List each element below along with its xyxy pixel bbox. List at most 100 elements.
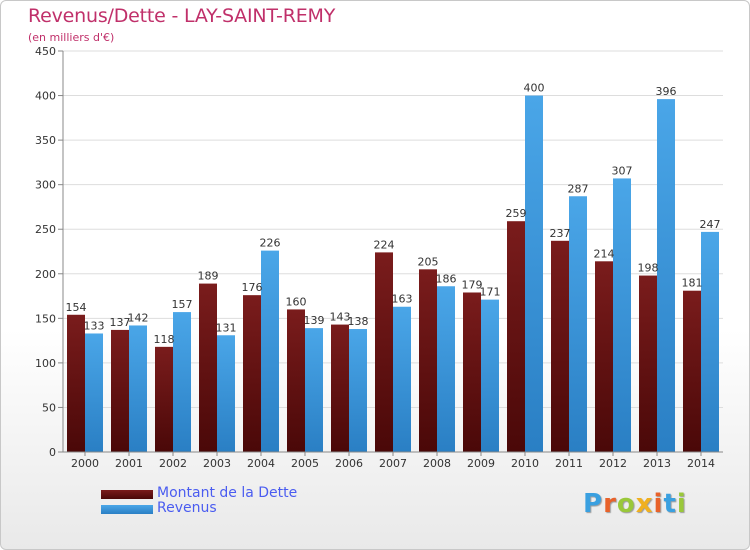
legend-label-dette: Montant de la Dette	[157, 485, 298, 501]
data-label-revenus: 287	[568, 182, 589, 195]
x-tick-label: 2013	[643, 457, 671, 470]
data-label-dette: 198	[638, 262, 659, 275]
bar-revenus	[613, 178, 631, 452]
y-tick-label: 400	[35, 90, 56, 103]
bar-revenus	[261, 250, 279, 452]
x-tick-label: 2002	[159, 457, 187, 470]
bar-revenus	[393, 306, 411, 452]
data-label-dette: 259	[506, 207, 527, 220]
proxiti-logo: Proxiti	[583, 489, 687, 519]
data-label-dette: 214	[594, 247, 615, 260]
y-tick-label: 100	[35, 357, 56, 370]
data-label-dette: 118	[154, 333, 175, 346]
data-label-revenus: 226	[260, 237, 281, 250]
data-label-dette: 176	[242, 281, 263, 294]
data-label-dette: 237	[550, 227, 571, 240]
data-label-dette: 154	[66, 301, 87, 314]
bar-revenus	[217, 335, 235, 452]
bar-dette	[331, 324, 349, 452]
chart-subtitle: (en milliers d'€)	[28, 31, 115, 44]
x-tick-label: 2014	[687, 457, 715, 470]
logo-letter: i	[653, 489, 664, 519]
data-label-revenus: 171	[480, 286, 501, 299]
bar-dette	[375, 252, 393, 452]
bar-revenus	[129, 325, 147, 452]
data-label-revenus: 142	[128, 311, 149, 324]
x-tick-label: 2009	[467, 457, 495, 470]
data-label-dette: 137	[110, 316, 131, 329]
x-tick-label: 2000	[71, 457, 99, 470]
y-tick-label: 350	[35, 134, 56, 147]
x-tick-label: 2006	[335, 457, 363, 470]
bar-dette	[155, 346, 173, 452]
logo-letter: r	[603, 489, 617, 519]
data-label-dette: 160	[286, 295, 307, 308]
data-label-revenus: 157	[172, 298, 193, 311]
x-tick-label: 2001	[115, 457, 143, 470]
x-tick-label: 2007	[379, 457, 407, 470]
bar-revenus	[305, 328, 323, 452]
bar-dette	[67, 314, 85, 452]
bar-revenus	[569, 196, 587, 452]
chart-title: Revenus/Dette - LAY-SAINT-REMY	[28, 5, 336, 27]
legend-swatch-revenus	[101, 505, 153, 514]
y-tick-label: 50	[42, 401, 56, 414]
bar-dette	[683, 290, 701, 452]
bar-dette	[463, 292, 481, 452]
data-label-revenus: 163	[392, 293, 413, 306]
logo-letter: o	[616, 489, 636, 519]
bar-dette	[243, 295, 261, 452]
data-label-dette: 181	[682, 277, 703, 290]
y-tick-label: 150	[35, 312, 56, 325]
x-tick-label: 2012	[599, 457, 627, 470]
axes: 0 50 100 150 200 250 300 350 400 450 2000 2001 2002 2…	[35, 45, 723, 470]
x-tick-label: 2005	[291, 457, 319, 470]
bar-dette	[507, 221, 525, 452]
x-tick-label: 2008	[423, 457, 451, 470]
logo-letter: i	[676, 489, 687, 519]
bar-revenus	[85, 333, 103, 452]
bar-revenus	[657, 99, 675, 453]
logo-letter: x	[635, 489, 654, 519]
legend-label-revenus: Revenus	[157, 500, 217, 516]
x-tick-label: 2003	[203, 457, 231, 470]
data-label-revenus: 138	[348, 315, 369, 328]
data-label-revenus: 186	[436, 272, 457, 285]
y-tick-label: 250	[35, 223, 56, 236]
data-label-dette: 189	[198, 270, 219, 283]
data-label-revenus: 133	[84, 319, 105, 332]
y-tick-label: 450	[35, 45, 56, 58]
bar-revenus	[349, 329, 367, 452]
data-label-dette: 205	[418, 255, 439, 268]
bar-dette	[595, 261, 613, 452]
bars	[67, 95, 719, 453]
bar-revenus	[481, 299, 499, 452]
data-label-revenus: 400	[524, 82, 545, 95]
bar-chart: 0 50 100 150 200 250 300 350 400 450 2000 2001 2002 2…	[35, 45, 723, 470]
bar-revenus	[701, 231, 719, 452]
x-tick-label: 2011	[555, 457, 583, 470]
x-tick-label: 2010	[511, 457, 539, 470]
bar-dette	[551, 240, 569, 452]
y-tick-label: 200	[35, 268, 56, 281]
legend-swatch-dette	[101, 490, 153, 499]
data-label-dette: 179	[462, 278, 483, 291]
logo-letter: t	[663, 489, 677, 519]
bar-dette	[199, 283, 217, 452]
y-tick-label: 300	[35, 179, 56, 192]
bar-dette	[639, 275, 657, 452]
y-tick-label: 0	[49, 446, 56, 459]
bar-dette	[419, 269, 437, 452]
data-label-dette: 143	[330, 311, 351, 324]
bar-dette	[111, 329, 129, 452]
bar-dette	[287, 309, 305, 452]
data-label-revenus: 396	[656, 85, 677, 98]
bar-revenus	[525, 95, 543, 453]
x-tick-label: 2004	[247, 457, 275, 470]
bar-revenus	[437, 286, 455, 452]
logo-letter: P	[583, 489, 604, 519]
bar-revenus	[173, 312, 191, 452]
data-label-revenus: 131	[216, 321, 237, 334]
